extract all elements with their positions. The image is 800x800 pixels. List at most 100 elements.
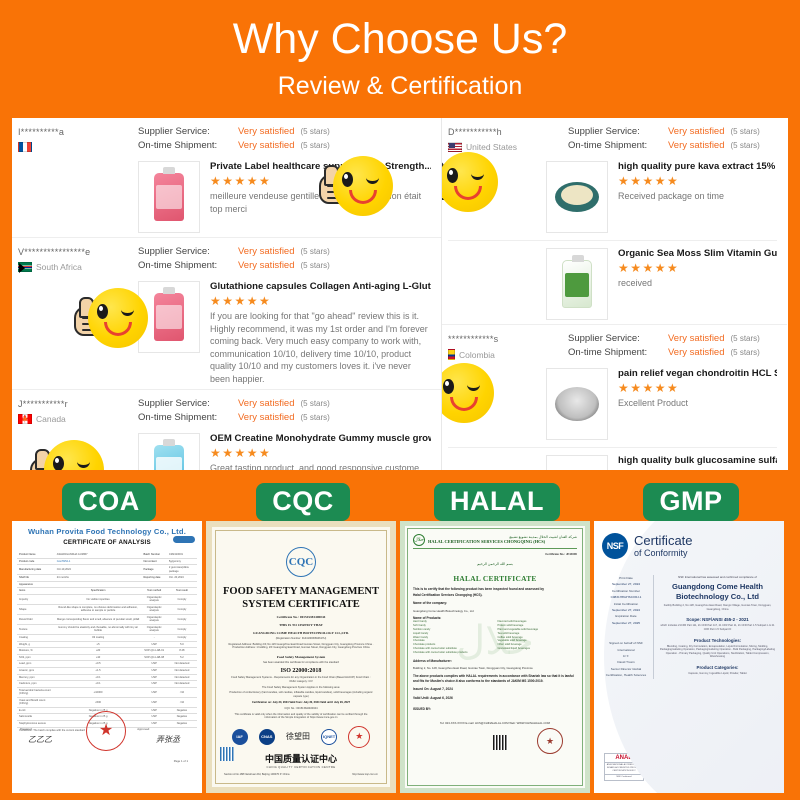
product-thumbnail[interactable] <box>546 161 608 233</box>
halal-valid-until: Valid Until: August 6, 2026 <box>413 696 577 701</box>
cert-tab-cell: GMP <box>594 483 788 521</box>
rating-label: On-time Shipment: <box>138 412 218 423</box>
review-ratings: Supplier Service: Very satisfied (5 star… <box>138 126 431 154</box>
cqc-red-seal-stamp: ★ <box>348 725 371 748</box>
cell: Batch Number <box>141 552 167 559</box>
nsf-title-line1: Certificate <box>634 533 693 548</box>
coa-approved-signature: 弄张丞 <box>156 735 180 744</box>
review-item[interactable]: ************s Colombia Supplier Service:… <box>442 324 787 470</box>
tablet-disc-icon <box>555 387 599 421</box>
cell: 2 gummies/pillow package <box>166 564 197 576</box>
list-item: Soft Candy <box>413 624 426 628</box>
star-rating: ★★★★★ <box>618 261 680 275</box>
product-thumbnail[interactable] <box>138 161 200 233</box>
cell: USP <box>141 713 167 721</box>
product-thumbnail[interactable] <box>138 433 200 470</box>
list-item: Granulated liquid beverages <box>497 646 530 650</box>
product-thumbnail[interactable] <box>546 455 608 470</box>
star-rating: ★★★★★ <box>618 174 680 188</box>
cqc-website[interactable]: http://www.cqc.com.cn <box>352 772 378 776</box>
coa-red-seal-stamp: ★ <box>86 711 126 751</box>
coa-conclusion: Conclusion: The batch complies with the … <box>19 728 85 732</box>
cell: ≤20 <box>54 647 142 655</box>
cell: USP <box>141 680 167 688</box>
anab-sub: ANSI NATIONAL ACCREDITATION BOARD ACCRED… <box>604 763 644 775</box>
rating-on-time-shipment: On-time Shipment: Very satisfied (5 star… <box>568 347 777 358</box>
buyer-name: J***********r <box>18 399 68 409</box>
halal-header: حلال شركة العنان لتثبيت الحلال بمدينة تش… <box>413 534 577 549</box>
table-header-row: Items Specification Test method Test res… <box>17 587 197 595</box>
nsf-body: Print Date September 27, 2024 Certificat… <box>602 575 776 679</box>
review-item[interactable]: J***********r Canada Supplier Service: V… <box>12 389 441 470</box>
product-title[interactable]: pain relief vegan chondroitin HCL Sulfat… <box>618 368 777 379</box>
cert-tab-cell: COA <box>12 483 206 521</box>
review-item[interactable]: I**********a Supplier Service: Very sati… <box>12 118 441 237</box>
review-item[interactable]: V****************e South Africa Supplier… <box>12 237 441 389</box>
halal-footer: Tel: 023-XXX-XXXX E-mail: HCS@CHINAHALAL… <box>439 721 551 726</box>
rating-value: Very satisfied <box>238 398 295 409</box>
list-item: Other solid beverage <box>497 643 522 647</box>
rating-stars-note: (5 stars) <box>730 127 760 136</box>
buyer-location: Colombia <box>448 349 568 360</box>
rating-value: Very satisfied <box>668 333 725 344</box>
review-body: Private Label healthcare supplements Str… <box>18 161 431 233</box>
cell: 5.0 <box>166 641 197 649</box>
certificate-halal[interactable]: حلال حلال شركة العنان لتثبيت الحلال بمدي… <box>400 521 590 793</box>
review-item[interactable]: D***********h United States Supplier Ser… <box>442 118 787 324</box>
cell: ASHWAGANDHA GUMMY <box>54 552 142 559</box>
product-title[interactable]: Organic Sea Moss Slim Vitamin Gummies He… <box>618 248 777 259</box>
reviews-column-left: I**********a Supplier Service: Very sati… <box>12 118 442 470</box>
list-item: Chocolate with cocoa butter substitute <box>413 646 457 650</box>
product-thumbnail[interactable] <box>546 248 608 320</box>
product-thumbnail[interactable] <box>138 281 200 353</box>
col-header: Test method <box>141 587 167 595</box>
certification-tabs: COA CQC HALAL GMP <box>12 483 788 521</box>
product-title[interactable]: OEM Creatine Monohydrate Gummy muscle gr… <box>210 433 431 444</box>
review-text: pain relief vegan chondroitin HCL Sulfat… <box>618 368 777 440</box>
table-row: Yeast and Mould count (CFU/g) ≤500 USP <10 <box>17 697 197 708</box>
rating-value: Very satisfied <box>238 246 295 257</box>
tab-gmp[interactable]: GMP <box>643 483 739 521</box>
product-thumbnail[interactable] <box>546 368 608 440</box>
rating-value: Very satisfied <box>238 412 295 423</box>
buyer-name: ************s <box>448 334 499 344</box>
product-title[interactable]: high quality pure kava extract 15% 30% 7… <box>618 161 777 172</box>
cqc-standard: ISO 22000:2018 <box>280 668 322 675</box>
rating-label: Supplier Service: <box>138 246 210 257</box>
rating-value: Very satisfied <box>668 140 725 151</box>
list-item: Protein solid beverage <box>497 624 524 628</box>
list-item: Vegetable solid beverage <box>497 639 527 643</box>
review-text: Organic Sea Moss Slim Vitamin Gummies He… <box>618 248 777 320</box>
cell: No visible impurities <box>54 594 142 605</box>
star-rating: ★★★★★ <box>210 294 272 308</box>
nsf-field-label: Certification Number <box>611 588 641 593</box>
certificate-coa[interactable]: Wuhan Provita Food Technology Co., Ltd. … <box>12 521 202 793</box>
tab-halal[interactable]: HALAL <box>434 483 560 521</box>
cell: Oil coating <box>54 634 142 642</box>
cqc-no: CQC No.: 00151SM2400044 <box>284 706 318 710</box>
buyer-name: I**********a <box>18 127 65 137</box>
cell: Not detected <box>166 667 197 675</box>
cell: ≤0.5 <box>54 660 142 668</box>
table-row: Coating Oil coating - Comply <box>17 634 197 642</box>
cell: SO2, ppm <box>17 654 55 662</box>
list-item: Nutrition candy <box>413 627 431 631</box>
review-body: high quality bulk glucosamine sulfate po… <box>448 447 777 470</box>
cqc-footer-note: This certificate is valid only when the … <box>234 712 368 720</box>
product-title[interactable]: Private Label healthcare supplements Str… <box>210 161 431 172</box>
halal-address-label: Address of Manufacturer: <box>413 658 452 663</box>
nsf-logo-icon: NSF <box>602 533 628 559</box>
nsf-category-detail: Capsule, Gummy, Ingestible Liquid, Powde… <box>688 671 747 675</box>
review-header: ************s Colombia Supplier Service:… <box>448 333 777 361</box>
tab-cqc[interactable]: CQC <box>256 483 350 521</box>
product-title[interactable]: high quality bulk glucosamine sulfate po… <box>618 455 777 466</box>
tab-coa[interactable]: COA <box>62 483 156 521</box>
rating-label: On-time Shipment: <box>568 140 648 151</box>
certificate-cqc[interactable]: CQC FOOD SAFETY MANAGEMENT SYSTEM CERTIF… <box>206 521 396 793</box>
certificate-gmp-nsf[interactable]: NSF Certificate of Conformity Print Date… <box>594 521 784 793</box>
nsf-field-value: C0831786cHSCO6J-1 <box>610 595 642 600</box>
product-title[interactable]: Glutathione capsules Collagen Anti-aging… <box>210 281 431 292</box>
cqc-certificate-no: Certificate No.: 00151SM2400044 <box>276 615 326 619</box>
anab-mark: ANAB <box>604 753 644 763</box>
cell: Coating <box>17 634 55 642</box>
